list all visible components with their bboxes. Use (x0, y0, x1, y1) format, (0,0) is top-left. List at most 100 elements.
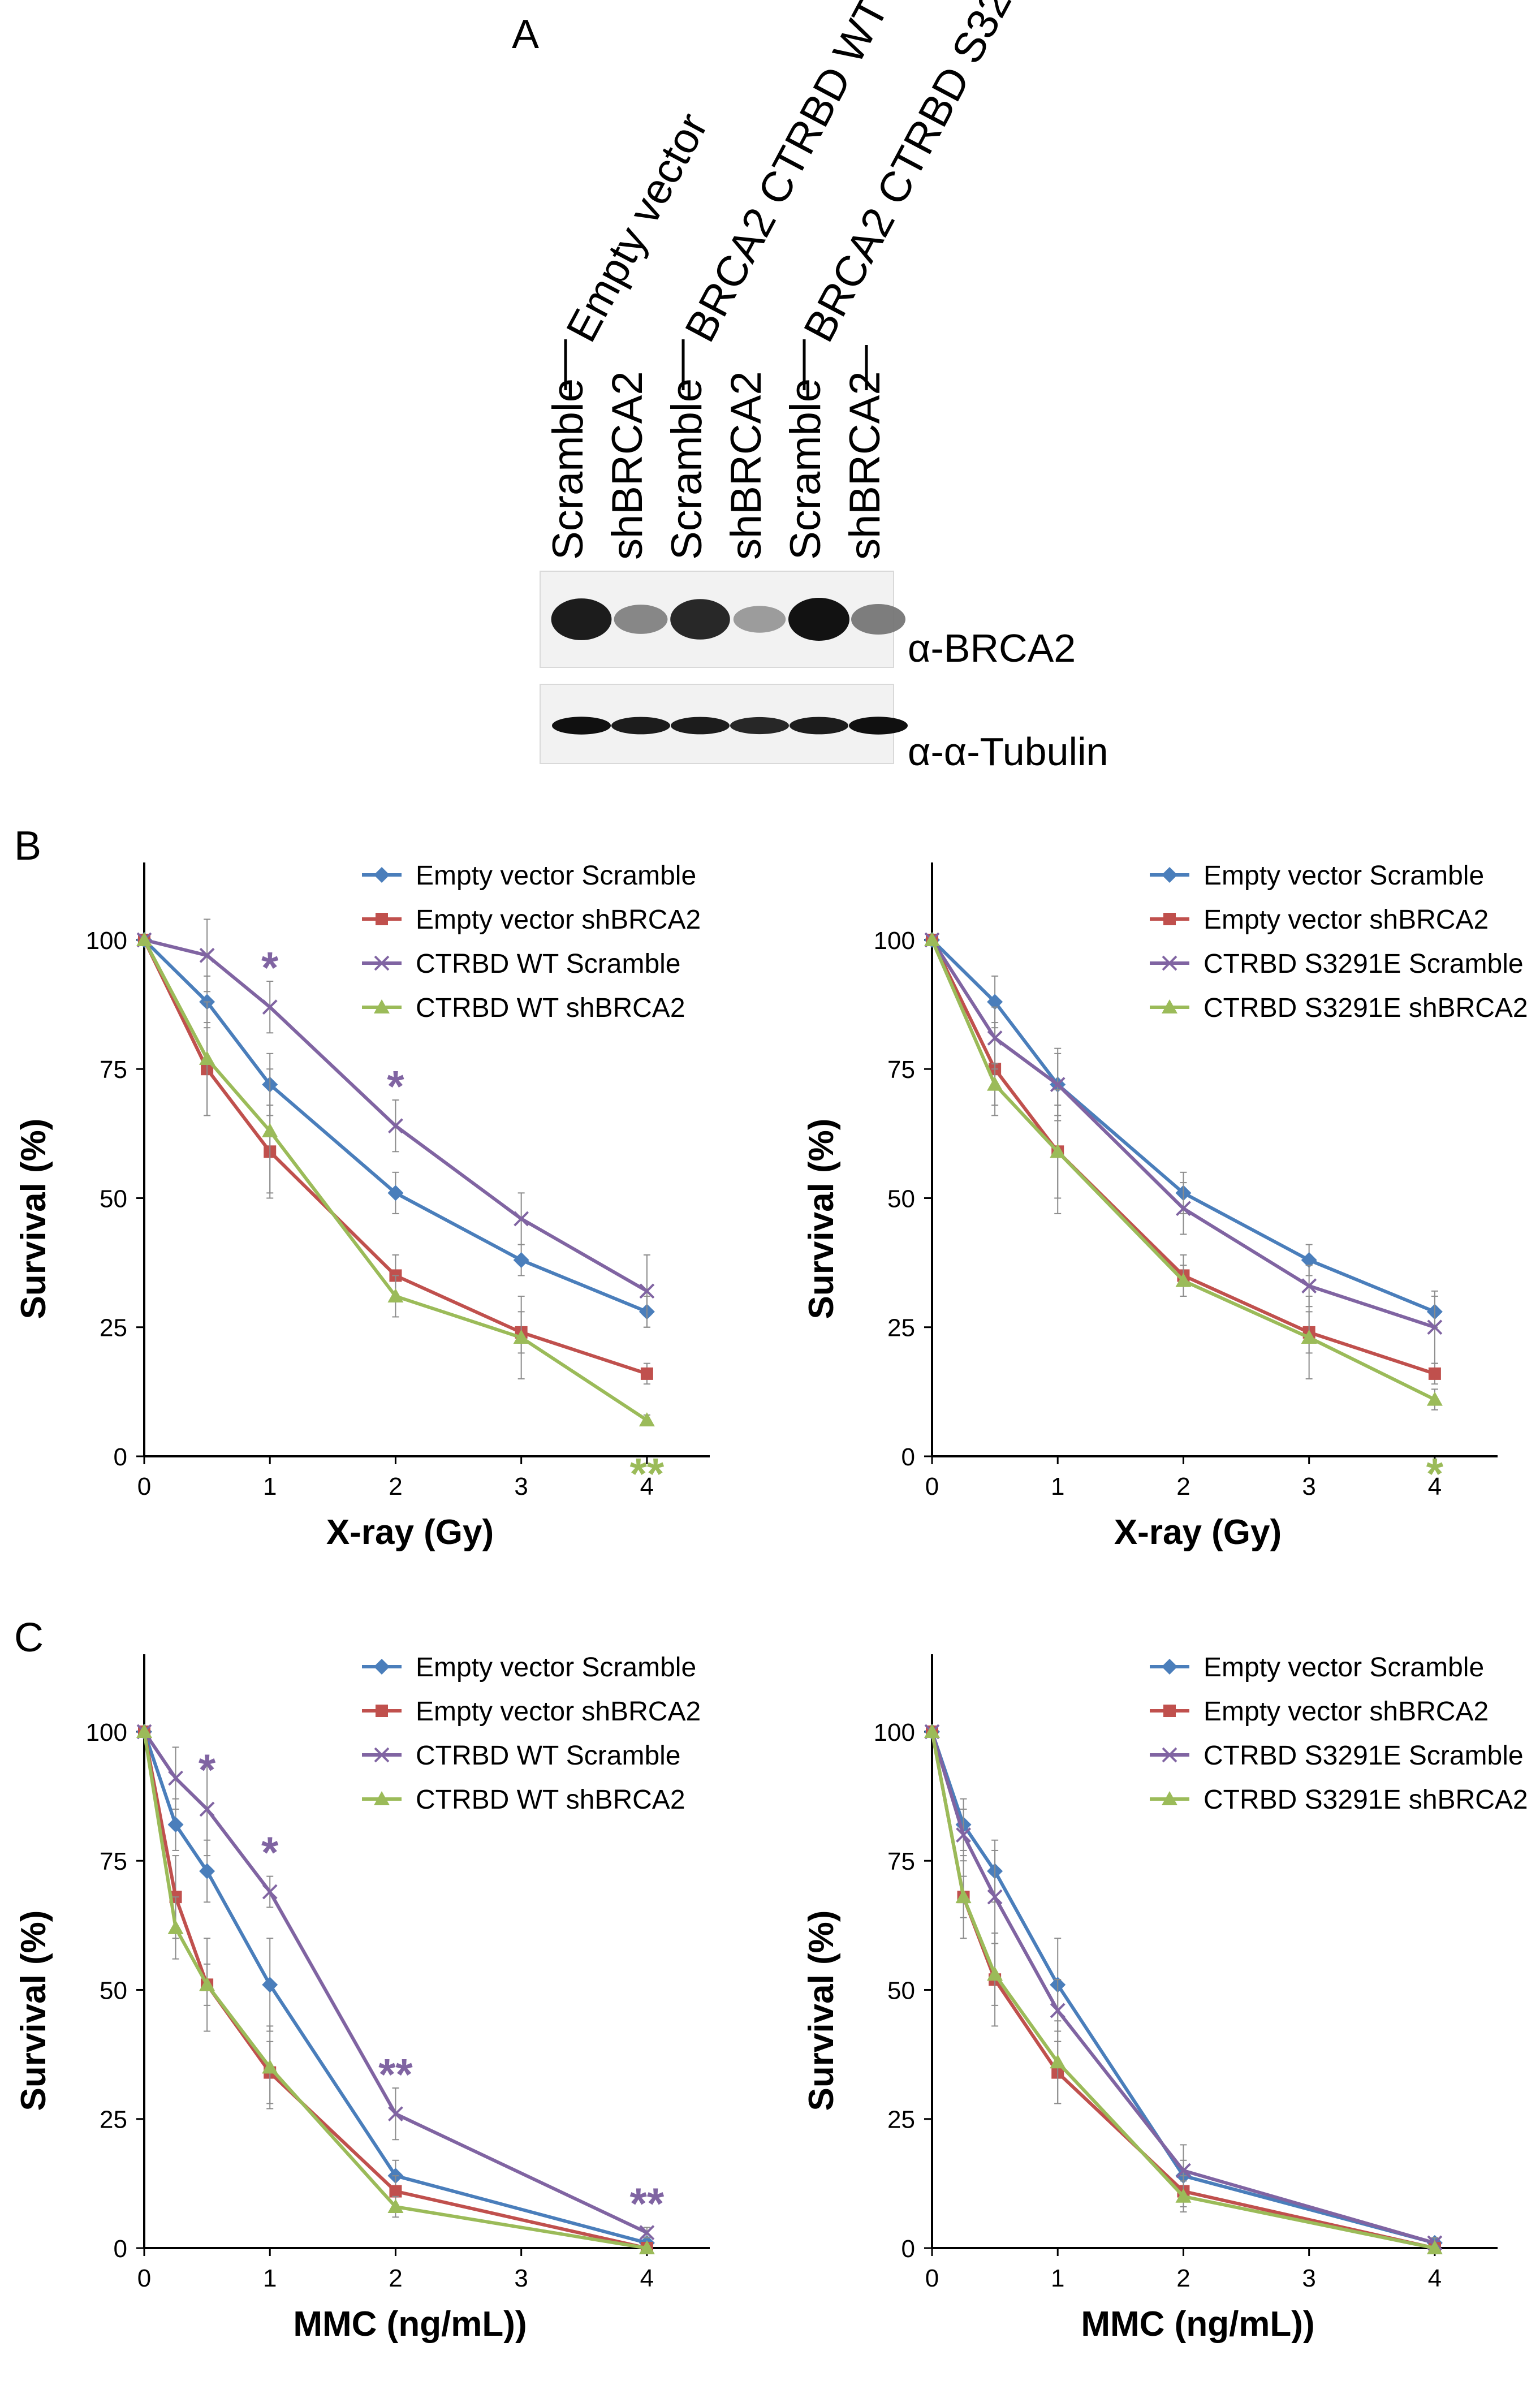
series-line (143, 939, 648, 1422)
triangle-marker (199, 1977, 215, 1991)
triangle-marker (1050, 2054, 1066, 2069)
triangle-marker (924, 931, 940, 946)
x-tick-label: 4 (1428, 2264, 1442, 2292)
lane-label: shBRCA2 (722, 371, 770, 560)
x-marker (199, 947, 215, 963)
legend-label: Empty vector shBRCA2 (416, 905, 701, 935)
x-marker (374, 1747, 390, 1763)
significance-marker: * (199, 1745, 216, 1795)
significance-marker: * (261, 1827, 279, 1877)
series-line (144, 938, 648, 1293)
triangle-marker (1175, 1273, 1192, 1287)
tubulin-band (552, 717, 611, 735)
square-marker (1428, 1367, 1441, 1380)
x-marker (262, 999, 278, 1015)
x-tick-label: 2 (1176, 1473, 1190, 1500)
triangle-marker (262, 1123, 278, 1137)
brca2-bands (551, 598, 905, 641)
x-marker (1176, 2163, 1191, 2179)
y-tick-label: 75 (100, 1848, 127, 1875)
y-tick-label: 100 (874, 927, 915, 955)
x-tick-label: 4 (1428, 1473, 1442, 1500)
diamond-marker (1301, 1252, 1317, 1269)
triangle-marker (136, 931, 152, 946)
x-marker (374, 955, 390, 971)
legend-label: CTRBD S3291E Scramble (1203, 949, 1524, 979)
brca2-band (614, 605, 668, 634)
blot-label-tubulin: α-α-Tubulin (908, 730, 1108, 774)
y-tick-label: 0 (901, 2235, 915, 2263)
x-tick-label: 4 (640, 1473, 654, 1500)
y-axis-title: Survival (%) (14, 1910, 53, 2111)
series-line (930, 939, 1436, 1401)
triangle-marker (1426, 1391, 1443, 1406)
triangle-marker (1162, 1791, 1177, 1805)
legend-label: Empty vector shBRCA2 (416, 1697, 701, 1727)
brca2-band (551, 598, 612, 640)
triangle-marker (1050, 1144, 1066, 1158)
x-tick-label: 2 (389, 2264, 402, 2292)
y-tick-label: 50 (100, 1977, 127, 2004)
x-marker (956, 1827, 971, 1843)
x-marker (987, 1889, 1003, 1905)
y-tick-label: 0 (901, 1443, 915, 1471)
y-tick-label: 75 (100, 1056, 127, 1084)
diamond-marker (1162, 1659, 1177, 1675)
x-marker (514, 1211, 529, 1227)
series-line (930, 939, 1435, 1329)
triangle-marker (513, 1330, 529, 1344)
triangle-marker (639, 2240, 655, 2254)
diamond-marker (374, 867, 390, 883)
legend-label: CTRBD WT shBRCA2 (416, 993, 685, 1023)
series-line (930, 939, 1435, 1375)
significance-marker: ** (630, 1448, 665, 1498)
x-axis-title: X-ray (Gy) (326, 1513, 494, 1552)
y-tick-label: 25 (100, 2106, 127, 2134)
x-marker (1176, 1201, 1191, 1217)
x-marker (1162, 955, 1177, 971)
square-marker (376, 913, 388, 925)
x-marker (262, 1884, 278, 1900)
triangle-marker (136, 1723, 152, 1738)
series-line (930, 938, 1436, 1314)
square-marker (1163, 913, 1176, 925)
series-line (930, 1731, 1435, 2245)
y-axis-title: Survival (%) (802, 1910, 841, 2111)
y-tick-label: 25 (887, 1314, 915, 1342)
triangle-marker (262, 2059, 278, 2074)
lane-label: shBRCA2 (603, 371, 652, 560)
legend-label: CTRBD S3291E Scramble (1203, 1741, 1524, 1771)
x-tick-label: 2 (1176, 2264, 1190, 2292)
x-marker (987, 1030, 1003, 1046)
y-axis-title: Survival (%) (14, 1119, 53, 1319)
panel-letter-b: B (14, 823, 41, 869)
y-tick-label: 25 (100, 1314, 127, 1342)
triangle-marker (387, 2198, 404, 2213)
y-tick-label: 50 (887, 1185, 915, 1213)
legend-label: CTRBD S3291E shBRCA2 (1203, 1785, 1528, 1815)
triangle-marker (1426, 2240, 1443, 2254)
legend-label: Empty vector shBRCA2 (1203, 905, 1489, 935)
x-tick-label: 0 (137, 1473, 151, 1500)
panel-letter-a: A (512, 12, 539, 57)
legend-label: Empty vector Scramble (416, 861, 696, 891)
legend-label: Empty vector Scramble (1203, 861, 1484, 891)
triangle-marker (924, 1723, 940, 1738)
x-marker (1301, 1278, 1317, 1294)
triangle-marker (955, 1889, 972, 1904)
x-tick-label: 0 (137, 2264, 151, 2292)
tubulin-band (849, 717, 908, 735)
series-line (930, 1731, 1435, 2250)
tubulin-band (611, 717, 670, 735)
tubulin-band (790, 717, 848, 735)
x-tick-label: 0 (925, 2264, 939, 2292)
y-tick-label: 100 (86, 927, 127, 955)
x-marker (199, 1801, 215, 1817)
blot-label-brca2: α-BRCA2 (908, 626, 1076, 670)
y-tick-label: 25 (887, 2106, 915, 2134)
chart-c-left: 0 25 50 75 100 0 1 2 3 4 MMC (ng/mL)) Survival (%) E… (14, 1653, 710, 2344)
x-marker (1162, 1747, 1177, 1763)
x-tick-label: 1 (1051, 1473, 1064, 1500)
diamond-marker (374, 1659, 390, 1675)
